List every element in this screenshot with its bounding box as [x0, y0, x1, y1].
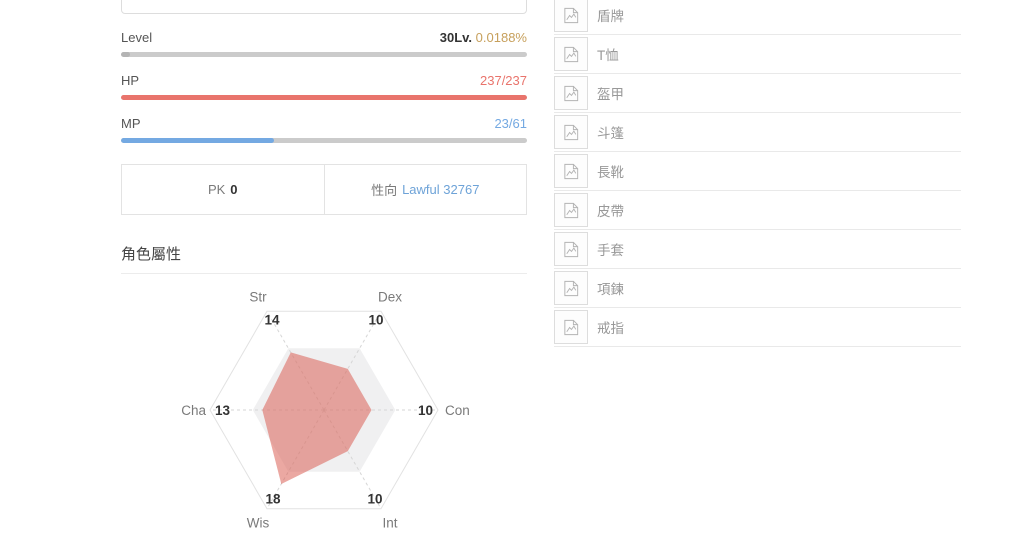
broken-image-icon — [563, 7, 578, 23]
equipment-item-label: 戒指 — [597, 321, 624, 336]
radar-axis-value: 14 — [264, 312, 280, 327]
radar-axis-name: Dex — [378, 289, 402, 304]
pk-value: 0 — [230, 182, 238, 197]
radar-axis-value: 10 — [368, 312, 383, 327]
equipment-item: 盾牌 — [554, 0, 961, 35]
equipment-item-label: 長靴 — [597, 165, 624, 180]
level-label: Level — [121, 30, 153, 45]
pk-label: PK — [207, 182, 226, 197]
radar-axis-name: Int — [382, 516, 397, 531]
level-value-main: 30Lv. — [439, 30, 473, 45]
hp-bar-fill — [121, 95, 527, 100]
equipment-list: 盾牌 T恤 盔甲 斗篷 — [554, 0, 961, 347]
radar-axis-name: Cha — [181, 403, 206, 418]
hp-value: 237/237 — [480, 73, 527, 88]
attributes-section-title: 角色屬性 — [121, 243, 527, 274]
broken-image-icon — [563, 85, 578, 101]
equipment-icon-box — [554, 37, 588, 71]
equipment-item: 手套 — [554, 230, 961, 269]
equipment-item-label: 盾牌 — [597, 9, 624, 24]
broken-image-icon — [563, 280, 578, 296]
radar-axis-name: Con — [445, 403, 470, 418]
radar-axis-name: Wis — [247, 516, 270, 531]
equipment-item-label: 項鍊 — [597, 282, 624, 297]
radar-data-polygon — [262, 352, 372, 484]
level-bar-row: Level 30Lv. 0.0188% — [121, 30, 527, 57]
radar-axis-value: 10 — [367, 492, 382, 507]
equipment-item-label: T恤 — [597, 48, 619, 63]
equipment-icon-box — [554, 115, 588, 149]
alignment-value-link[interactable]: Lawful 32767 — [402, 182, 480, 197]
mp-bar-fill — [121, 138, 275, 143]
radar-axis-value: 10 — [418, 403, 433, 418]
equipment-icon-box — [554, 193, 588, 227]
equipment-item: T恤 — [554, 35, 961, 74]
radar-axis-value: 18 — [265, 492, 281, 507]
equipment-item: 項鍊 — [554, 269, 961, 308]
mp-value: 23/61 — [494, 116, 527, 131]
mp-bar-track — [121, 138, 527, 143]
level-value: 30Lv. 0.0188% — [440, 30, 527, 45]
alignment-label: 性向 — [371, 183, 398, 198]
equipment-icon-box — [554, 271, 588, 305]
equipment-icon-box — [554, 154, 588, 188]
equipment-item-label: 手套 — [597, 243, 624, 258]
equipment-icon-box — [554, 76, 588, 110]
equipment-icon-box — [554, 310, 588, 344]
equipment-panel: 盾牌 T恤 盔甲 斗篷 — [554, 0, 961, 347]
character-summary-panel: Level 30Lv. 0.0188% HP 237/237 MP — [121, 0, 527, 540]
hp-bar-row: HP 237/237 — [121, 73, 527, 100]
equipment-item-label: 皮帶 — [597, 204, 624, 219]
equipment-item-label: 盔甲 — [597, 87, 624, 102]
broken-image-icon — [563, 241, 578, 257]
level-percent: 0.0188% — [475, 30, 527, 45]
equipment-icon-box — [554, 232, 588, 266]
radar-axis-name: Str — [249, 289, 267, 304]
equipment-item: 盔甲 — [554, 74, 961, 113]
pk-cell: PK 0 — [122, 165, 325, 214]
broken-image-icon — [563, 163, 578, 179]
broken-image-icon — [563, 46, 578, 62]
equipment-item: 斗篷 — [554, 113, 961, 152]
equipment-item: 長靴 — [554, 152, 961, 191]
mp-label: MP — [121, 116, 141, 131]
alignment-cell: 性向 Lawful 32767 — [325, 165, 527, 214]
hp-bar-track — [121, 95, 527, 100]
equipment-item: 戒指 — [554, 308, 961, 347]
level-bar-track — [121, 52, 527, 57]
hp-label: HP — [121, 73, 140, 88]
pk-alignment-box: PK 0 性向 Lawful 32767 — [121, 164, 527, 215]
equipment-icon-box — [554, 0, 588, 32]
broken-image-icon — [563, 319, 578, 335]
broken-image-icon — [563, 124, 578, 140]
mp-bar-row: MP 23/61 — [121, 116, 527, 143]
broken-image-icon — [563, 202, 578, 218]
text-input[interactable] — [121, 0, 527, 14]
radar-axis-value: 13 — [215, 403, 231, 418]
level-bar-fill — [121, 52, 130, 57]
equipment-item-label: 斗篷 — [597, 126, 624, 141]
equipment-item: 皮帶 — [554, 191, 961, 230]
